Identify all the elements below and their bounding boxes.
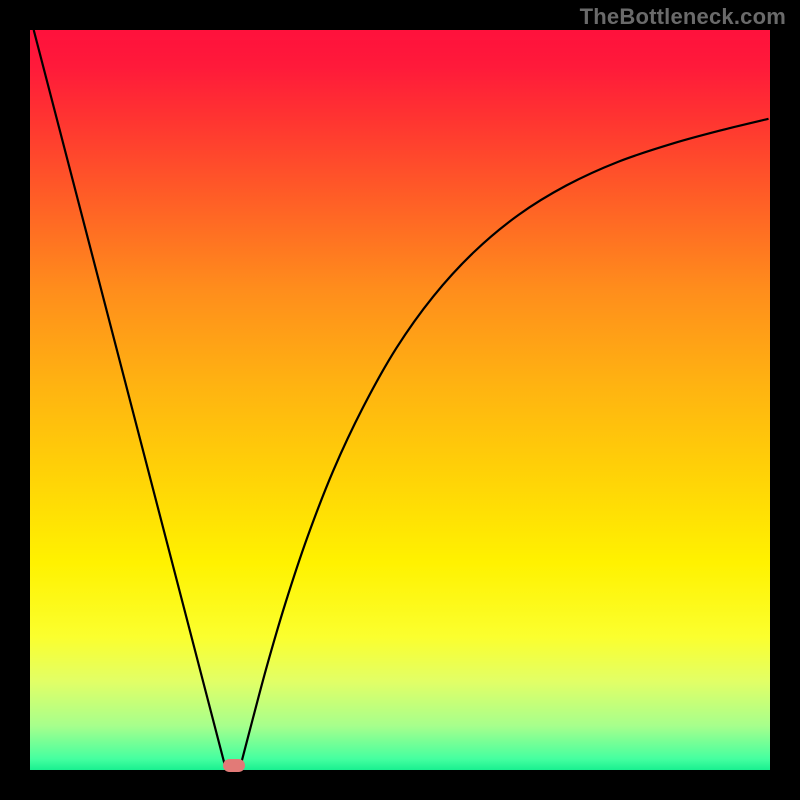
plot-area [30,30,770,770]
curve-svg [30,30,770,770]
chart-container: TheBottleneck.com [0,0,800,800]
curve-left-branch [34,30,226,770]
curve-right-branch [239,119,768,770]
minimum-marker [223,759,245,772]
watermark-text: TheBottleneck.com [580,4,786,30]
